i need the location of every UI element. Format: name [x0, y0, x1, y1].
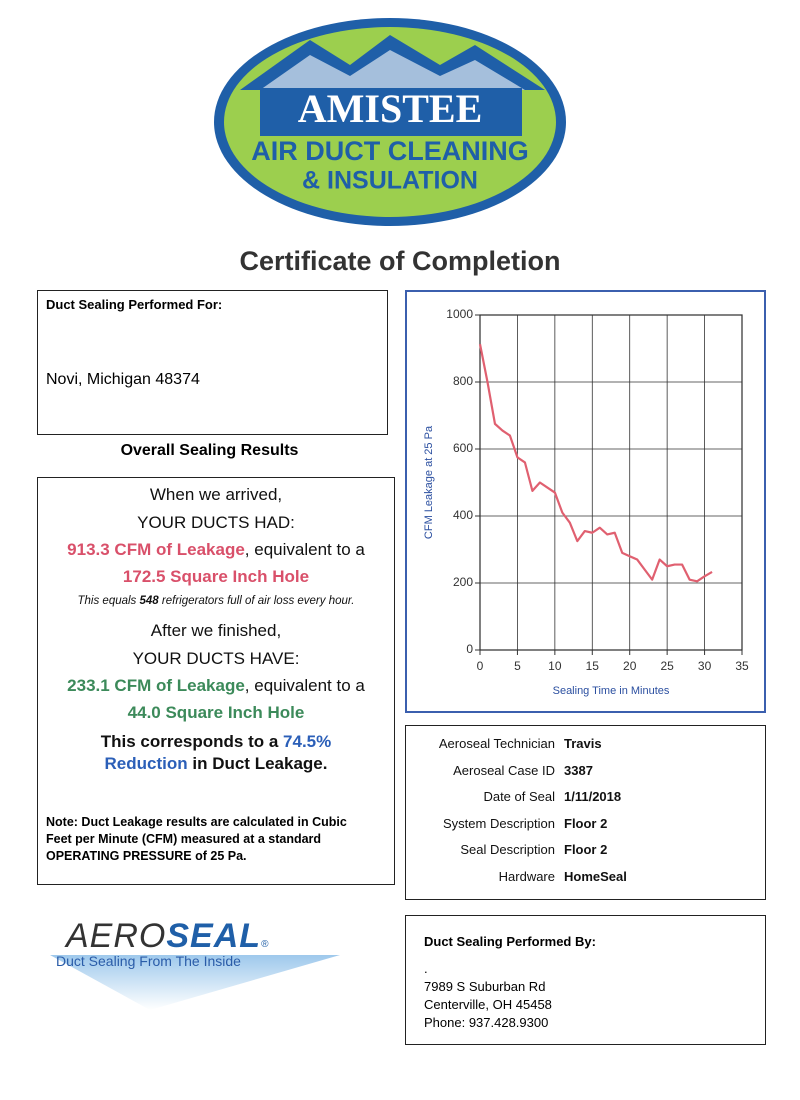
x-tick-label: 25 [660, 659, 674, 673]
contractor-info: . 7989 S Suburban Rd Centerville, OH 454… [424, 960, 552, 1032]
contractor-city: Centerville, OH 45458 [424, 997, 552, 1012]
results-line: When we arrived, [149, 485, 283, 504]
y-axis-label: CFM Leakage at 25 Pa [423, 425, 435, 539]
leakage-line [478, 343, 713, 583]
details-label: Aeroseal Case ID [453, 762, 555, 778]
refrigerator-count: 548 [139, 595, 159, 607]
chart: 0 200 400 600 800 1000 0 5 10 15 20 25 30 35 Sealing T… [423, 307, 749, 697]
y-tick-label: 800 [453, 374, 473, 388]
x-tick-label: 15 [586, 659, 600, 673]
results-text: refrigerators full of air loss every hou… [158, 595, 355, 607]
logo-snow [260, 50, 525, 90]
details-value: HomeSeal [564, 868, 627, 884]
aeroseal-swoosh [50, 955, 340, 1010]
aero-text: AERO [66, 917, 167, 955]
aeroseal-graphic [50, 955, 340, 1010]
y-tick-label: 600 [453, 441, 473, 455]
y-tick-label: 200 [453, 575, 473, 589]
box-label: Duct Sealing Performed By: [424, 934, 596, 949]
results-text: This corresponds to a [100, 732, 284, 751]
chart-box: 0 200 400 600 800 1000 0 5 10 15 20 25 30 35 Sealing T… [405, 290, 766, 713]
results-line: YOUR DUCTS HAVE: [132, 649, 300, 668]
results-line: 913.3 CFM of Leakage, equivalent to a [38, 540, 394, 560]
aeroseal-tagline: Duct Sealing From The Inside [56, 953, 241, 969]
logo-banner [260, 88, 522, 136]
contractor-name: . [424, 961, 428, 976]
details-value: Floor 2 [564, 815, 608, 831]
results-box: When we arrived, YOUR DUCTS HAD: 913.3 C… [37, 477, 395, 885]
results-line: YOUR DUCTS HAD: [137, 513, 295, 532]
certificate-title: Certificate of Completion [239, 246, 561, 276]
y-tick-label: 400 [453, 508, 473, 522]
plot-area [479, 314, 743, 651]
results-note: Note: Duct Leakage results are calculate… [46, 815, 347, 863]
after-hole: 44.0 Square Inch Hole [127, 703, 305, 722]
results-text: , equivalent to a [244, 676, 365, 695]
performed-for-box: Duct Sealing Performed For: Novi, Michig… [37, 290, 388, 435]
y-tick-label: 0 [466, 642, 473, 656]
logo-name: AMISTEE [298, 86, 483, 131]
details-value: 1/11/2018 [564, 789, 622, 804]
after-cfm: 233.1 CFM of Leakage [67, 676, 245, 695]
x-tick-label: 30 [698, 659, 712, 673]
results-line: After we finished, [150, 621, 282, 640]
performed-by-box: Duct Sealing Performed By: . 7989 S Subu… [405, 915, 766, 1045]
registered-mark: ® [261, 939, 270, 950]
y-tick-label: 1000 [446, 307, 473, 321]
results-line: This equals 548 refrigerators full of ai… [38, 595, 394, 607]
logo-line: & INSULATION [302, 167, 478, 195]
details-value: 3387 [564, 762, 593, 778]
results-text: , equivalent to a [244, 540, 365, 559]
customer-address: Novi, Michigan 48374 [46, 371, 200, 388]
contractor-phone: Phone: 937.428.9300 [424, 1015, 549, 1030]
results-line: This corresponds to a 74.5% Reduction in… [38, 731, 394, 775]
reduction: 74.5% Reduction [104, 732, 332, 773]
details-label: System Description [443, 815, 555, 831]
details-box: Aeroseal Technician Travis Aeroseal Case I… [405, 725, 766, 900]
details-label: Seal Description [460, 842, 555, 857]
aeroseal-wordmark: AEROSEAL® [66, 917, 269, 956]
contractor-street: 7989 S Suburban Rd [424, 979, 546, 994]
amistee-logo: AMISTEE AIR DUCT CLEANING & INSULATION [214, 18, 566, 226]
results-heading: Overall Sealing Results [120, 442, 299, 459]
logo-line: AIR DUCT CLEANING [251, 136, 529, 166]
before-cfm: 913.3 CFM of Leakage [67, 540, 245, 559]
details-value: Travis [564, 736, 602, 751]
details-label: Hardware [498, 868, 555, 884]
x-tick-label: 35 [735, 659, 749, 673]
seal-text: SEAL [166, 917, 262, 955]
results-line: 233.1 CFM of Leakage, equivalent to a [38, 676, 394, 696]
results-text: This equals [77, 595, 140, 607]
aeroseal-logo: AEROSEAL® Duct Sealing From The Inside [40, 915, 360, 1015]
details-label: Aeroseal Technician [438, 736, 555, 751]
x-axis-label: Sealing Time in Minutes [553, 685, 670, 697]
details-table: Aeroseal Technician Travis Aeroseal Case I… [406, 726, 765, 899]
details-value: Floor 2 [564, 842, 608, 857]
details-label: Date of Seal [483, 789, 555, 804]
x-tick-label: 10 [548, 659, 562, 673]
before-hole: 172.5 Square Inch Hole [122, 567, 310, 586]
x-tick-label: 20 [623, 659, 637, 673]
results-text: in Duct Leakage. [187, 754, 328, 773]
x-tick-label: 0 [477, 659, 484, 673]
box-label: Duct Sealing Performed For: [46, 297, 223, 312]
x-tick-label: 5 [514, 659, 521, 673]
